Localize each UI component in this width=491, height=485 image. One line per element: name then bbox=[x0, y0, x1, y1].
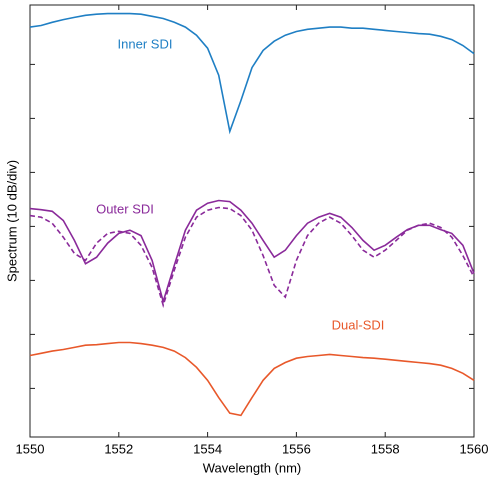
series-line bbox=[29, 206, 475, 308]
x-tick-label: 1552 bbox=[104, 441, 133, 456]
x-axis-label: Wavelength (nm) bbox=[203, 460, 302, 475]
x-tick-label: 1560 bbox=[460, 441, 489, 456]
y-axis-label: Spectrum (10 dB/div) bbox=[4, 160, 19, 282]
series-line bbox=[29, 341, 475, 417]
plot-frame bbox=[29, 4, 475, 438]
x-tick-label: 1550 bbox=[16, 441, 45, 456]
x-tick-label: 1556 bbox=[282, 441, 311, 456]
series-label: Dual-SDI bbox=[332, 317, 385, 332]
series-line bbox=[29, 12, 475, 135]
x-tick-label: 1558 bbox=[371, 441, 400, 456]
x-tick-label: 1554 bbox=[193, 441, 222, 456]
series-label: Inner SDI bbox=[118, 36, 173, 51]
series-line bbox=[29, 199, 475, 305]
series-label: Outer SDI bbox=[96, 201, 154, 216]
